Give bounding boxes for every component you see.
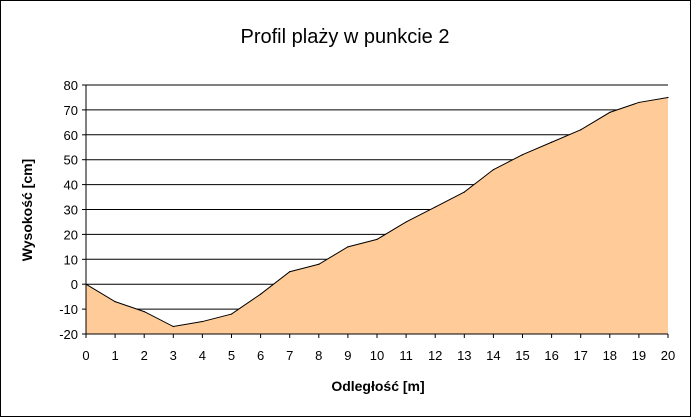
data-point [201, 320, 203, 323]
x-tick-label: 18 [603, 348, 617, 363]
plot-area [85, 96, 669, 334]
x-tick-label: 3 [170, 348, 177, 363]
x-tick-label: 7 [286, 348, 293, 363]
x-tick-label: 16 [544, 348, 558, 363]
x-tick-label: 10 [370, 348, 384, 363]
data-point [376, 238, 378, 240]
data-point [492, 169, 494, 171]
chart-title: Profil plaży w punkcie 2 [241, 26, 450, 48]
y-axis-label: Wysokość [cm] [19, 159, 35, 261]
x-tick-label: 0 [82, 348, 89, 363]
x-tick-label: 14 [486, 348, 500, 363]
x-tick-label: 1 [111, 348, 118, 363]
data-point [405, 221, 407, 223]
data-point [289, 271, 291, 273]
data-point [230, 313, 233, 315]
data-point [580, 129, 582, 131]
x-tick-label: 12 [428, 348, 442, 363]
data-point [172, 325, 174, 328]
data-point [463, 191, 465, 193]
x-tick-label: 13 [457, 348, 471, 363]
y-tick-label: 0 [71, 277, 78, 292]
area-fill [86, 97, 668, 334]
data-point [318, 263, 320, 265]
x-tick-label: 11 [399, 348, 413, 363]
data-point [143, 310, 145, 313]
x-tick-labels: 0 1 2 3 4 5 6 7 8 9 10 11 12 13 14 15 16 17 18 19 20 [82, 348, 675, 363]
x-tick-label: 5 [228, 348, 235, 363]
y-tick-label: 60 [64, 128, 78, 143]
y-tick-label: 10 [64, 252, 78, 267]
y-tick-label: 20 [64, 227, 78, 242]
y-tick-label: 30 [64, 203, 78, 218]
data-point [609, 111, 611, 113]
data-point [114, 301, 116, 303]
x-tick-label: 8 [315, 348, 322, 363]
y-tick-labels: -20 -10 0 10 20 30 40 50 60 70 80 [59, 78, 78, 342]
x-tick-label: 4 [199, 348, 206, 363]
data-point [638, 101, 640, 104]
data-point [551, 141, 553, 143]
y-tick-label: 70 [64, 103, 78, 118]
x-tick-label: 17 [573, 348, 587, 363]
x-tick-label: 15 [515, 348, 529, 363]
y-tick-label: -10 [59, 302, 78, 317]
y-tick-label: 40 [64, 178, 78, 193]
x-tick-label: 9 [344, 348, 351, 363]
axes [82, 84, 669, 338]
data-point [260, 293, 262, 295]
data-point [521, 154, 524, 156]
data-point [667, 96, 669, 99]
x-tick-label: 19 [632, 348, 646, 363]
y-tick-label: 80 [64, 78, 78, 93]
x-tick-label: 20 [661, 348, 675, 363]
data-point [347, 246, 349, 248]
y-tick-label: 50 [64, 153, 78, 168]
x-tick-label: 2 [141, 348, 148, 363]
x-axis-label: Odległość [m] [331, 378, 424, 394]
data-point [434, 206, 436, 208]
y-tick-label: -20 [59, 327, 78, 342]
x-tick-label: 6 [257, 348, 264, 363]
